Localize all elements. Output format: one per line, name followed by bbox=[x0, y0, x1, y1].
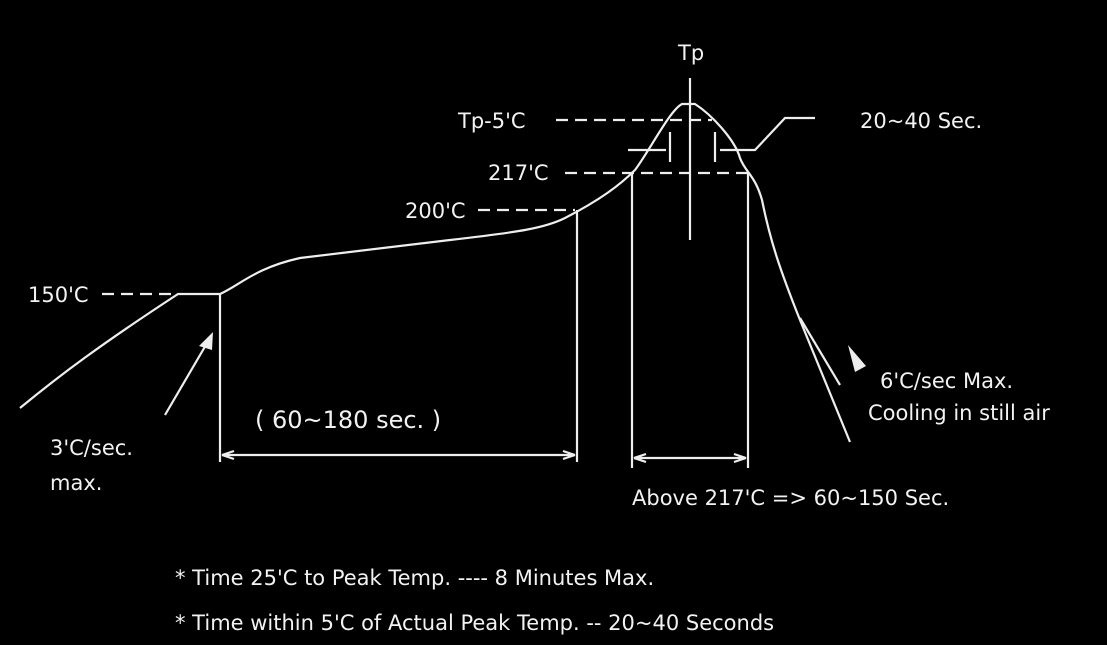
t217-label: 217'C bbox=[488, 161, 549, 185]
ramp-arrow bbox=[164, 337, 211, 416]
tp-minus-5-label: Tp-5'C bbox=[457, 109, 526, 133]
cooling-label-2: Cooling in still air bbox=[868, 401, 1050, 425]
above217-dimension-arrow bbox=[633, 452, 747, 464]
ramp-rate-label-2: max. bbox=[50, 471, 102, 495]
cooling-arrow bbox=[799, 317, 841, 386]
t200-label: 200'C bbox=[405, 199, 466, 223]
peak-window-markers bbox=[628, 116, 815, 162]
temperature-profile-curve bbox=[19, 102, 852, 443]
t150-label: 150'C bbox=[28, 283, 89, 307]
cooling-label: 6'C/sec Max. bbox=[880, 369, 1013, 393]
soak-dimension-arrow bbox=[221, 449, 576, 461]
ramp-rate-label: 3'C/sec. bbox=[50, 436, 133, 460]
ramp-arrowhead bbox=[199, 332, 213, 350]
note-1: * Time 25'C to Peak Temp. ---- 8 Minutes… bbox=[175, 566, 654, 590]
tp-label: Tp bbox=[677, 41, 704, 65]
soak-time-label: ( 60~180 sec. ) bbox=[255, 406, 441, 434]
above-217-label: Above 217'C => 60~150 Sec. bbox=[632, 486, 949, 510]
cooling-arrowhead bbox=[848, 345, 866, 372]
peak-time-label: 20~40 Sec. bbox=[860, 109, 982, 133]
note-2: * Time within 5'C of Actual Peak Temp. -… bbox=[175, 611, 774, 635]
